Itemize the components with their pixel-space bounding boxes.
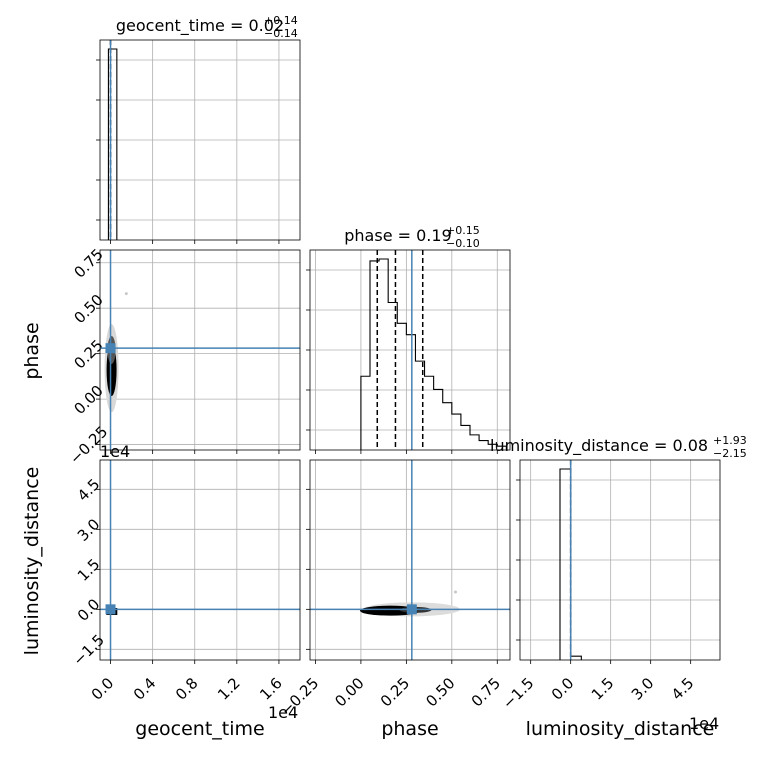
tick-label-x: 3.0 (628, 674, 658, 704)
scale-note-luminosity-distance-x: 1e4 (689, 714, 719, 733)
tick-label-x: 0.4 (130, 674, 160, 704)
xlabel-geocent-time: geocent_time (135, 718, 264, 740)
tick-label-x: 1.5 (588, 674, 618, 704)
hist-geocent-time (107, 48, 118, 240)
tick-label-x: −1.5 (499, 674, 537, 712)
tick-label-y: 0.50 (71, 291, 107, 327)
title-luminosity-distance: luminosity_distance = 0.08 (490, 436, 708, 456)
tick-label-y: 0.0 (74, 595, 104, 625)
panel-geocent-time-hist (99, 39, 301, 241)
xlabel-luminosity-distance: luminosity_distance (526, 718, 715, 740)
tick-label-x: −0.25 (277, 674, 322, 719)
tick-label-y: 1.5 (74, 555, 104, 585)
hist-phase (360, 258, 507, 450)
scale-note-luminosity-distance-y: 1e4 (100, 442, 130, 461)
tick-label-y: 4.5 (74, 475, 104, 505)
tick-label-y: −1.5 (69, 631, 107, 669)
tick-label-x: 0.0 (548, 674, 578, 704)
scatter-point (453, 590, 457, 594)
truth-marker (406, 604, 417, 615)
title-luminosity-distance-plus: +1.93 (713, 434, 747, 447)
scale-note-geocent-time: 1e4 (268, 703, 298, 722)
xlabel-phase: phase (381, 718, 438, 740)
tick-label-y: 0.75 (71, 245, 107, 281)
truth-marker (105, 343, 116, 354)
title-geocent-time-minus: −0.14 (264, 27, 298, 40)
tick-label-x: 0.75 (468, 674, 504, 710)
title-luminosity-distance-minus: −2.15 (713, 447, 747, 460)
title-phase-plus: +0.15 (446, 224, 480, 237)
tick-label-y: 0.25 (71, 336, 107, 372)
tick-label-x: 0.00 (331, 674, 367, 710)
panel-phase-hist (309, 249, 511, 451)
title-geocent-time-plus: +0.14 (264, 14, 298, 27)
tick-label-x: 0.25 (377, 674, 413, 710)
tick-label-x: 4.5 (668, 674, 698, 704)
panel-luminosity-distance-vs-geocent-time (99, 459, 301, 661)
panel-phase-vs-geocent-time (99, 249, 301, 451)
title-phase: phase = 0.19 (344, 226, 451, 245)
title-geocent-time: geocent_time = 0.02 (116, 16, 284, 36)
tick-label-y: 3.0 (74, 515, 104, 545)
tick-label-x: 0.0 (88, 674, 118, 704)
tick-label-x: 1.6 (256, 674, 286, 704)
ylabel-phase: phase (21, 322, 43, 379)
tick-label-y: 0.00 (71, 382, 107, 418)
title-phase-minus: −0.10 (446, 237, 480, 250)
truth-marker (105, 604, 116, 615)
panel-luminosity-distance-hist (519, 459, 721, 661)
panel-luminosity-distance-vs-phase (309, 459, 511, 661)
scatter-point (124, 292, 128, 296)
tick-label-x: 1.2 (214, 674, 244, 704)
tick-label-x: 0.8 (172, 674, 202, 704)
tick-label-x: 0.50 (422, 674, 458, 710)
ylabel-luminosity-distance: luminosity_distance (21, 467, 43, 656)
